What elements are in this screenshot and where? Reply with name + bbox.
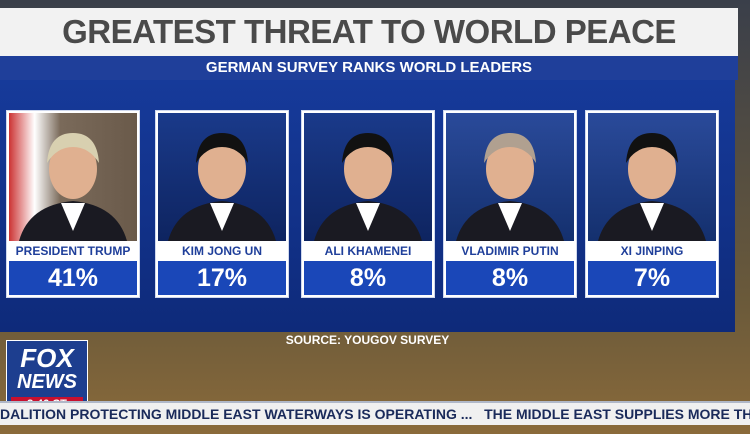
panel: PRESIDENT TRUMP 41% KIM JONG UN 17% ALI KH… [0,80,735,332]
source: SOURCE: YOUGOV SURVEY [285,333,450,347]
leader-card: KIM JONG UN 17% [155,110,289,298]
leader-card: XI JINPING 7% [585,110,719,298]
percentage: 17% [158,261,286,295]
percentage: 8% [304,261,432,295]
leader-name: KIM JONG UN [158,241,286,261]
logo-text: NEWS [17,371,77,393]
portrait-figure [456,133,564,241]
portrait-figure [598,133,706,241]
portrait [588,113,716,241]
portrait [9,113,137,241]
leader-name: VLADIMIR PUTIN [446,241,574,261]
leader-name: XI JINPING [588,241,716,261]
subtitle: GERMAN SURVEY RANKS WORLD LEADERS [0,56,738,80]
leader-name: ALI KHAMENEI [304,241,432,261]
ticker: DALITION PROTECTING MIDDLE EAST WATERWAY… [0,401,750,425]
leader-card: VLADIMIR PUTIN 8% [443,110,577,298]
portrait [158,113,286,241]
portrait [304,113,432,241]
portrait-figure [168,133,276,241]
leader-name: PRESIDENT TRUMP [9,241,137,261]
percentage: 41% [9,261,137,295]
logo-text: FOX [20,343,74,373]
percentage: 8% [446,261,574,295]
portrait-figure [314,133,422,241]
portrait-figure [19,133,127,241]
title: GREATEST THREAT TO WORLD PEACE [0,8,738,56]
leader-card: PRESIDENT TRUMP 41% [6,110,140,298]
leader-card: ALI KHAMENEI 8% [301,110,435,298]
portrait [446,113,574,241]
percentage: 7% [588,261,716,295]
